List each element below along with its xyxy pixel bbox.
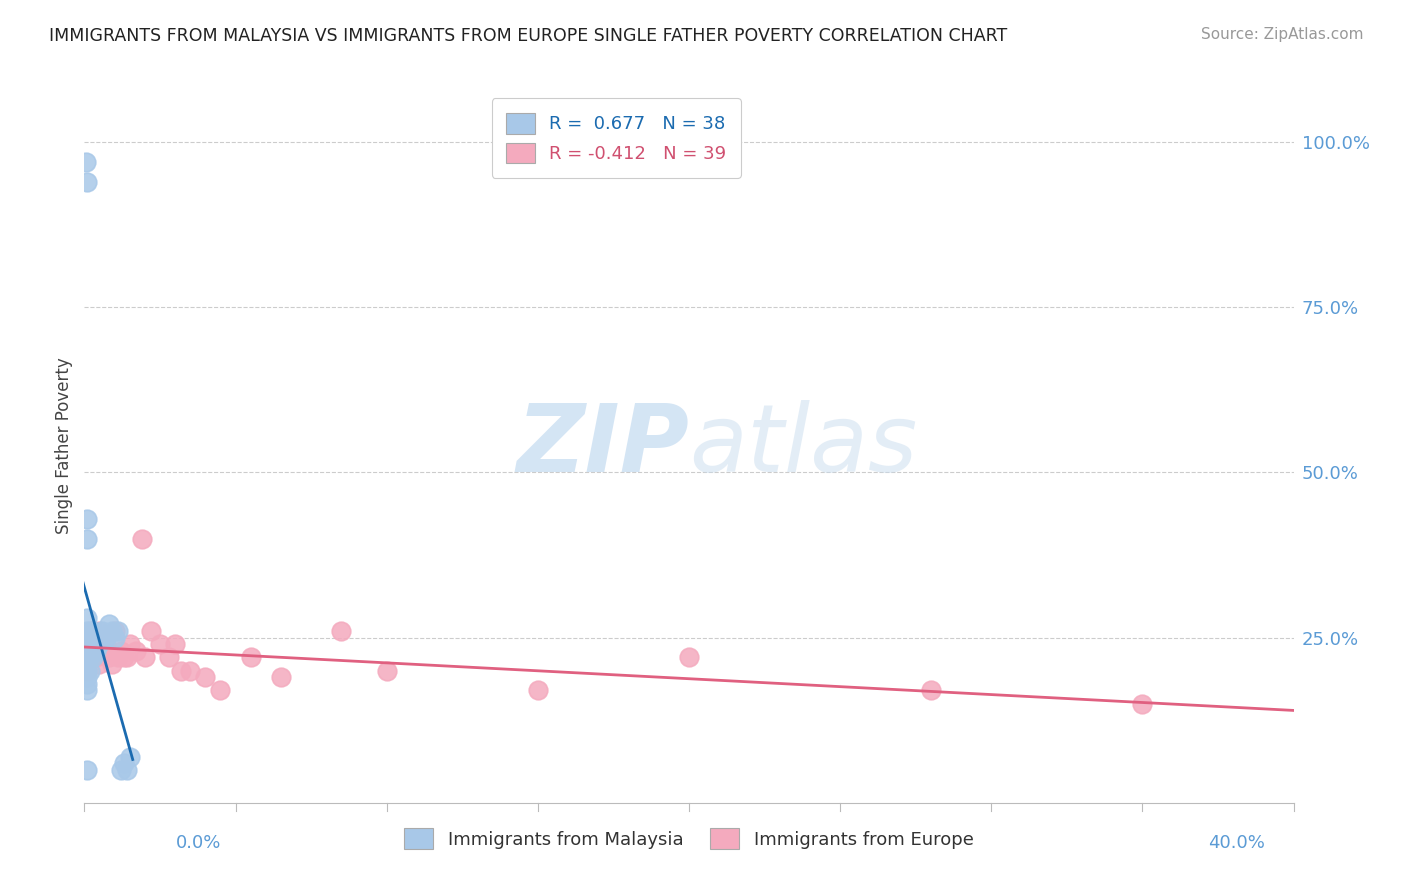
Point <box>330 624 353 638</box>
Text: atlas: atlas <box>689 401 917 491</box>
Point <box>115 650 138 665</box>
Point <box>82 637 104 651</box>
Point <box>82 624 104 638</box>
Point <box>79 650 101 665</box>
Point <box>76 763 98 777</box>
Point <box>89 657 111 671</box>
Point <box>131 532 153 546</box>
Point <box>76 631 98 645</box>
Point <box>76 532 98 546</box>
Point <box>678 650 700 665</box>
Text: 0.0%: 0.0% <box>176 834 221 852</box>
Point <box>79 664 101 678</box>
Point <box>82 650 104 665</box>
Point <box>86 631 108 645</box>
Point <box>139 624 162 638</box>
Point <box>89 637 111 651</box>
Point <box>76 657 98 671</box>
Point <box>527 683 550 698</box>
Point <box>76 683 98 698</box>
Point <box>112 650 135 665</box>
Point <box>76 664 98 678</box>
Point <box>134 650 156 665</box>
Point <box>76 644 98 658</box>
Point <box>107 624 129 638</box>
Point <box>110 644 132 658</box>
Text: IMMIGRANTS FROM MALAYSIA VS IMMIGRANTS FROM EUROPE SINGLE FATHER POVERTY CORRELA: IMMIGRANTS FROM MALAYSIA VS IMMIGRANTS F… <box>49 27 1008 45</box>
Point <box>107 650 129 665</box>
Point <box>76 631 98 645</box>
Point <box>79 644 101 658</box>
Point <box>125 644 148 658</box>
Point <box>76 650 98 665</box>
Y-axis label: Single Father Poverty: Single Father Poverty <box>55 358 73 534</box>
Text: ZIP: ZIP <box>516 400 689 492</box>
Point <box>97 617 120 632</box>
Point <box>76 611 98 625</box>
Point <box>75 154 97 169</box>
Point <box>86 650 108 665</box>
Point <box>76 175 98 189</box>
Point <box>79 637 101 651</box>
Point <box>76 624 98 638</box>
Point <box>89 631 111 645</box>
Point <box>104 624 127 638</box>
Point <box>76 511 98 525</box>
Point <box>1130 697 1153 711</box>
Point <box>97 650 120 665</box>
Point <box>82 637 104 651</box>
Point <box>76 650 98 665</box>
Point <box>179 664 201 678</box>
Point <box>86 644 108 658</box>
Point <box>194 670 217 684</box>
Point <box>270 670 292 684</box>
Point <box>76 637 98 651</box>
Point <box>94 637 117 651</box>
Point <box>104 631 127 645</box>
Point <box>115 763 138 777</box>
Point <box>375 664 398 678</box>
Point <box>112 756 135 771</box>
Point <box>76 670 98 684</box>
Point <box>94 631 117 645</box>
Point <box>239 650 262 665</box>
Point <box>920 683 942 698</box>
Point <box>91 624 114 638</box>
Point <box>89 624 111 638</box>
Point <box>76 677 98 691</box>
Point <box>79 650 101 665</box>
Point <box>170 664 193 678</box>
Legend: Immigrants from Malaysia, Immigrants from Europe: Immigrants from Malaysia, Immigrants fro… <box>395 819 983 858</box>
Point <box>149 637 172 651</box>
Point <box>157 650 180 665</box>
Point <box>118 637 141 651</box>
Point <box>110 763 132 777</box>
Point <box>118 749 141 764</box>
Text: 40.0%: 40.0% <box>1209 834 1265 852</box>
Text: Source: ZipAtlas.com: Source: ZipAtlas.com <box>1201 27 1364 42</box>
Point <box>165 637 187 651</box>
Point <box>79 624 101 638</box>
Point <box>91 644 114 658</box>
Point <box>100 624 122 638</box>
Point <box>209 683 232 698</box>
Point <box>100 657 122 671</box>
Point <box>79 631 101 645</box>
Point <box>82 624 104 638</box>
Point <box>76 664 98 678</box>
